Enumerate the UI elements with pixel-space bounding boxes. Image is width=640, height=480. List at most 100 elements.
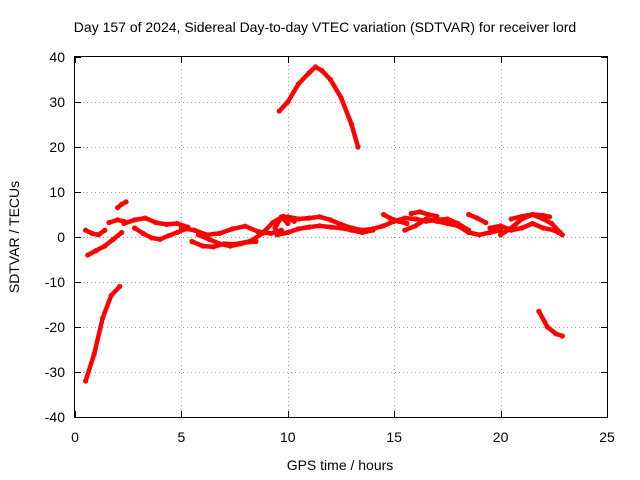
series-track-14 xyxy=(277,64,361,150)
data-point xyxy=(476,232,482,238)
data-point xyxy=(444,216,450,222)
data-point xyxy=(259,230,265,236)
data-point xyxy=(276,108,282,114)
data-point xyxy=(355,144,361,150)
series-track-16 xyxy=(402,216,503,238)
data-point xyxy=(268,230,274,236)
data-point xyxy=(519,213,525,219)
data-point xyxy=(338,225,344,231)
data-point xyxy=(191,227,197,233)
data-point xyxy=(91,351,97,357)
series-track-18 xyxy=(408,209,440,219)
data-point xyxy=(549,220,555,227)
data-point xyxy=(508,216,514,222)
data-point xyxy=(529,211,536,218)
y-tick-label: -30 xyxy=(45,364,65,380)
data-point xyxy=(110,236,116,242)
data-series xyxy=(83,64,565,384)
data-point xyxy=(295,216,301,222)
data-point xyxy=(317,214,323,220)
data-point xyxy=(285,220,291,227)
data-point xyxy=(121,220,127,227)
data-point xyxy=(483,220,489,226)
x-axis-label: GPS time / hours xyxy=(287,457,394,473)
data-point xyxy=(338,94,344,101)
data-point xyxy=(395,218,402,224)
data-point xyxy=(423,216,429,222)
data-point xyxy=(455,223,461,229)
data-point xyxy=(508,225,514,231)
data-point xyxy=(83,378,89,384)
data-point xyxy=(487,229,493,236)
data-point xyxy=(540,212,546,218)
data-point xyxy=(412,216,419,222)
data-point xyxy=(559,333,565,339)
y-tick-label: 0 xyxy=(57,229,65,245)
data-point xyxy=(402,227,408,233)
data-point xyxy=(102,227,108,233)
data-point xyxy=(285,99,291,105)
data-point xyxy=(412,223,419,229)
data-point xyxy=(402,215,408,221)
data-point xyxy=(434,213,440,219)
data-point xyxy=(85,252,91,258)
data-point xyxy=(274,232,280,238)
data-point xyxy=(544,324,551,330)
data-point xyxy=(306,70,312,76)
data-point xyxy=(487,225,493,231)
data-point xyxy=(200,243,206,249)
series-track-13 xyxy=(274,223,376,238)
data-point xyxy=(474,215,480,221)
data-point xyxy=(102,243,108,249)
data-point xyxy=(132,225,138,231)
data-point xyxy=(498,223,504,229)
data-point xyxy=(285,214,291,220)
y-tick-label: -40 xyxy=(45,409,65,425)
data-point xyxy=(115,217,121,223)
data-point xyxy=(349,227,355,233)
y-axis-label: SDTVAR / TECUs xyxy=(6,181,22,293)
data-point xyxy=(153,220,159,226)
data-point xyxy=(142,215,148,221)
data-point xyxy=(306,215,312,221)
data-point xyxy=(163,221,170,227)
data-point xyxy=(95,232,101,238)
data-point xyxy=(272,225,278,231)
data-point xyxy=(317,223,323,229)
data-point xyxy=(425,211,431,218)
data-point xyxy=(381,223,387,229)
data-point xyxy=(327,76,333,83)
x-tick-label: 10 xyxy=(280,429,296,445)
data-point xyxy=(83,227,89,233)
data-point xyxy=(285,229,291,236)
x-tick-label: 20 xyxy=(493,429,509,445)
data-point xyxy=(149,235,155,241)
data-point xyxy=(404,220,410,227)
y-tick-label: 40 xyxy=(49,49,65,65)
data-point xyxy=(498,232,504,238)
data-point xyxy=(206,236,212,242)
data-point xyxy=(217,230,223,236)
series-track-3 xyxy=(83,227,108,238)
x-tick-label: 5 xyxy=(178,429,186,445)
data-point xyxy=(227,243,233,249)
data-point xyxy=(540,225,546,231)
data-point xyxy=(370,226,376,232)
data-point xyxy=(123,199,129,205)
series-track-17 xyxy=(381,212,410,226)
data-point xyxy=(381,211,387,218)
data-point xyxy=(249,238,255,244)
chart-title: Day 157 of 2024, Sidereal Day-to-day VTE… xyxy=(74,19,576,35)
data-point xyxy=(132,217,138,223)
data-point xyxy=(93,247,99,254)
data-point xyxy=(466,229,472,236)
data-point xyxy=(546,214,553,220)
data-point xyxy=(108,292,114,299)
data-point xyxy=(140,230,146,236)
y-tick-label: -10 xyxy=(45,274,65,290)
y-tick-label: 20 xyxy=(49,139,65,155)
data-point xyxy=(115,205,121,211)
data-point xyxy=(444,220,450,227)
data-point xyxy=(100,315,106,321)
